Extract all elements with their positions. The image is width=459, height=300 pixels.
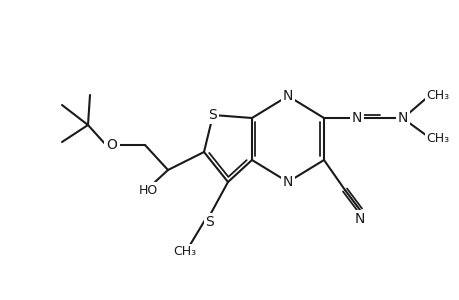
- Text: S: S: [208, 108, 217, 122]
- Text: CH₃: CH₃: [173, 245, 196, 259]
- Text: N: N: [354, 212, 364, 226]
- Text: N: N: [282, 175, 292, 189]
- Text: N: N: [282, 89, 292, 103]
- Text: N: N: [351, 111, 361, 125]
- Text: S: S: [205, 215, 214, 229]
- Text: CH₃: CH₃: [425, 131, 448, 145]
- Text: N: N: [397, 111, 407, 125]
- Text: HO: HO: [138, 184, 157, 196]
- Text: O: O: [106, 138, 117, 152]
- Text: CH₃: CH₃: [425, 88, 448, 101]
